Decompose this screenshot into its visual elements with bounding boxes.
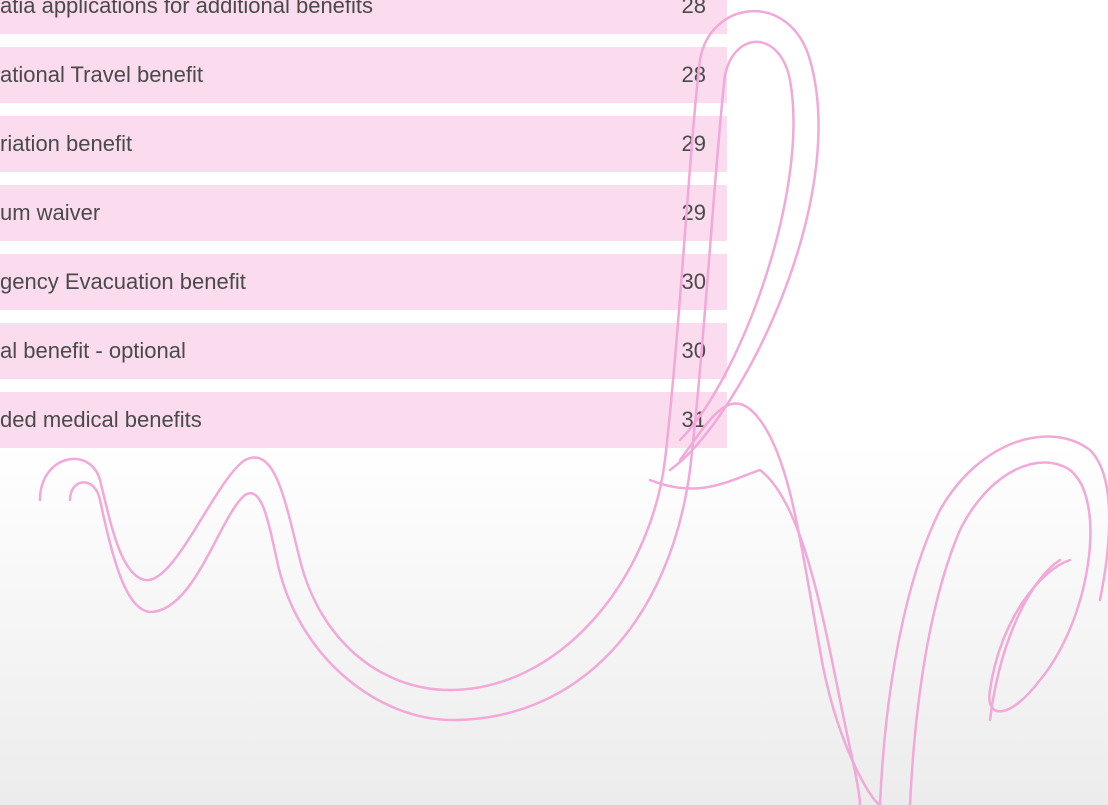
entry-title: um waiver xyxy=(0,200,100,226)
toc-row: atia applications for additional benefit… xyxy=(0,0,727,34)
entry-title: ational Travel benefit xyxy=(0,62,203,88)
entry-page: 28 xyxy=(682,0,706,19)
toc-row: al benefit - optional 30 xyxy=(0,323,727,379)
entry-page: 31 xyxy=(682,407,706,433)
entry-page: 29 xyxy=(682,131,706,157)
toc-row: gency Evacuation benefit 30 xyxy=(0,254,727,310)
entry-title: gency Evacuation benefit xyxy=(0,269,246,295)
entry-page: 28 xyxy=(682,62,706,88)
toc-row: ational Travel benefit 28 xyxy=(0,47,727,103)
entry-title: al benefit - optional xyxy=(0,338,186,364)
entry-page: 29 xyxy=(682,200,706,226)
entry-title: ded medical benefits xyxy=(0,407,202,433)
entry-page: 30 xyxy=(682,269,706,295)
entry-title: atia applications for additional benefit… xyxy=(0,0,373,19)
toc-row: um waiver 29 xyxy=(0,185,727,241)
entry-page: 30 xyxy=(682,338,706,364)
page: atia applications for additional benefit… xyxy=(0,0,1108,805)
toc-row: ded medical benefits 31 xyxy=(0,392,727,448)
entry-title: riation benefit xyxy=(0,131,132,157)
toc-row: riation benefit 29 xyxy=(0,116,727,172)
